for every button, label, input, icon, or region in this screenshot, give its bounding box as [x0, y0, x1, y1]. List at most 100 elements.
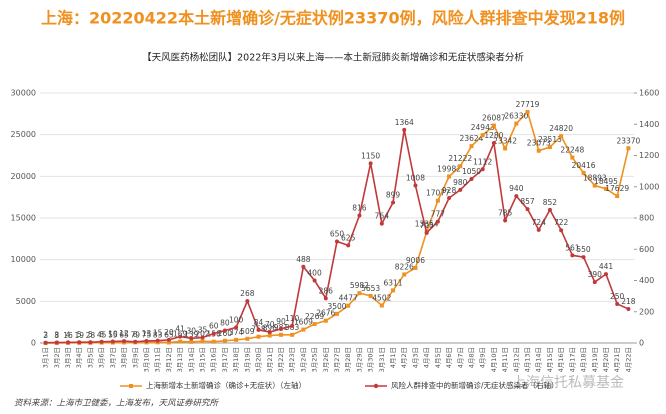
- point: [323, 296, 328, 301]
- x-tick-label: 3月31日: [378, 347, 386, 372]
- value-label: 896: [263, 324, 278, 333]
- value-label: 5653: [361, 284, 380, 293]
- value-label: 250: [610, 292, 625, 301]
- x-tick-label: 4月14日: [535, 347, 543, 372]
- x-tick-label: 3月19日: [243, 347, 251, 372]
- point: [189, 336, 194, 341]
- y2-tick-label: 200: [639, 307, 654, 316]
- point: [54, 340, 59, 345]
- value-label: 1150: [361, 151, 380, 160]
- value-label: 509: [240, 327, 255, 336]
- y-tick-label: 15000: [11, 214, 36, 223]
- point: [458, 164, 463, 169]
- point: [267, 330, 272, 335]
- value-label: 17077: [426, 189, 450, 198]
- point: [391, 288, 396, 293]
- x-tick-label: 3月14日: [187, 347, 195, 372]
- point: [335, 311, 339, 316]
- x-tick-label: 3月23日: [288, 347, 296, 372]
- value-label: 23073: [527, 139, 551, 148]
- value-label: 650: [330, 229, 345, 238]
- x-tick-label: 4月20日: [602, 347, 610, 372]
- y2-tick-label: 1400: [639, 120, 659, 129]
- value-label: 8226: [395, 262, 414, 271]
- x-tick-label: 4月22日: [624, 347, 632, 372]
- x-tick-label: 4月17日: [568, 347, 576, 372]
- point: [491, 123, 496, 128]
- value-label: 13354: [415, 220, 439, 229]
- value-label: 390: [588, 270, 603, 279]
- value-label: 90: [276, 317, 286, 326]
- x-tick-label: 4月5日: [434, 347, 442, 368]
- x-tick-label: 3月25日: [311, 347, 319, 372]
- point: [88, 340, 93, 345]
- point: [379, 303, 384, 308]
- point: [536, 227, 541, 232]
- value-label: 21222: [448, 154, 472, 163]
- x-tick-label: 3月13日: [176, 347, 184, 372]
- value-label: 26087: [482, 114, 506, 123]
- point: [547, 145, 552, 150]
- point: [570, 155, 575, 160]
- x-tick-label: 4月15日: [546, 347, 554, 372]
- value-label: 625: [341, 233, 356, 242]
- point: [603, 272, 608, 277]
- value-label: 777: [431, 210, 446, 219]
- point: [290, 323, 295, 328]
- value-label: 561: [565, 243, 580, 252]
- x-tick-label: 3月4日: [75, 347, 83, 368]
- point: [525, 110, 530, 115]
- x-tick-label: 4月10日: [490, 347, 498, 372]
- y-tick-label: 20000: [11, 172, 36, 181]
- legend-marker: [129, 384, 133, 388]
- value-label: 65: [119, 330, 129, 339]
- value-label: 899: [386, 191, 401, 200]
- point: [368, 161, 373, 166]
- point: [110, 339, 115, 344]
- point: [222, 338, 227, 343]
- point: [323, 318, 328, 323]
- value-label: 441: [599, 262, 614, 271]
- x-tick-label: 4月16日: [557, 347, 565, 372]
- point: [155, 338, 160, 343]
- x-tick-label: 4月12日: [512, 347, 520, 372]
- point: [245, 336, 250, 341]
- point: [234, 337, 239, 342]
- value-label: 17629: [605, 184, 629, 193]
- point: [424, 230, 429, 235]
- x-tick-label: 3月20日: [255, 347, 263, 372]
- x-tick-label: 3月16日: [210, 347, 218, 372]
- x-tick-label: 4月2日: [400, 347, 408, 368]
- value-label: 65: [164, 330, 174, 339]
- x-tick-label: 4月1日: [389, 347, 397, 368]
- point: [447, 196, 452, 200]
- value-label: 80: [220, 319, 230, 328]
- value-label: 2676: [316, 309, 335, 318]
- point: [379, 221, 384, 226]
- x-tick-label: 3月22日: [277, 347, 285, 372]
- x-tick-label: 3月21日: [266, 347, 274, 372]
- value-label: 722: [554, 218, 569, 227]
- point: [178, 339, 183, 344]
- point: [234, 325, 239, 330]
- x-tick-label: 3月30日: [367, 347, 375, 372]
- point: [278, 332, 283, 337]
- point: [615, 301, 620, 306]
- point: [122, 339, 127, 344]
- y-tick-label: 5000: [16, 297, 36, 306]
- value-label: 84: [254, 318, 264, 327]
- x-tick-label: 3月11日: [154, 347, 162, 372]
- value-label: 5982: [350, 281, 369, 290]
- value-label: 60: [209, 322, 219, 331]
- value-label: 100: [229, 315, 244, 324]
- y2-tick-label: 400: [639, 276, 654, 285]
- point: [402, 127, 407, 132]
- value-label: 3: [43, 331, 48, 340]
- chart-title: 上海：20220422本土新增确诊/无症状例23370例，风险人群排查中发现21…: [41, 9, 625, 28]
- value-label: 764: [375, 212, 390, 221]
- point: [435, 198, 440, 203]
- point: [368, 293, 373, 298]
- x-tick-label: 3月28日: [344, 347, 352, 372]
- point: [592, 183, 597, 188]
- value-label: 45: [97, 331, 107, 340]
